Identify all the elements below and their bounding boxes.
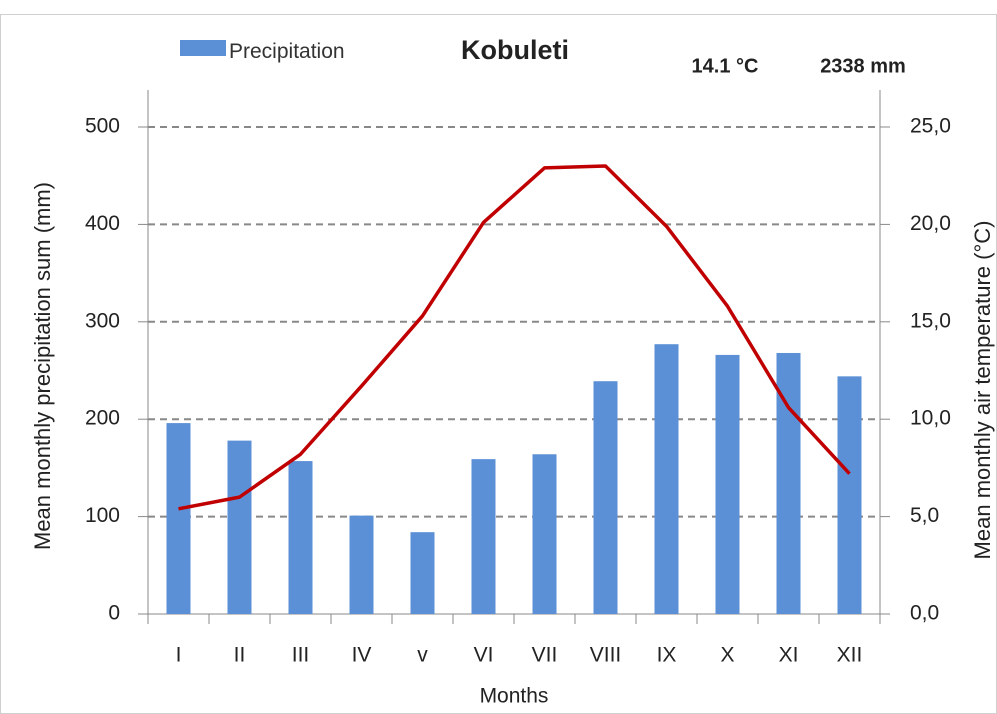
x-tick-label: XI: [779, 644, 799, 667]
x-axis-label: Months: [480, 685, 549, 708]
x-tick-label: XII: [837, 644, 863, 667]
chart-title: Kobuleti: [461, 35, 569, 65]
bar: [654, 344, 679, 614]
y2-tick-label: 10,0: [910, 407, 951, 430]
line: [178, 164, 851, 511]
bar: [349, 515, 374, 614]
x-tick-label: III: [292, 644, 310, 667]
y-axis-label: Mean monthly precipitation sum (mm): [30, 182, 55, 550]
y-tick-label: 500: [85, 115, 120, 138]
y2-tick-label: 15,0: [910, 309, 951, 332]
x-tick-label: I: [176, 644, 182, 667]
x-tick-label: VII: [532, 644, 558, 667]
y-tick-label: 100: [85, 504, 120, 527]
legend-swatch: [180, 40, 226, 56]
y2-tick-label: 0,0: [910, 602, 939, 625]
y2-tick-label: 20,0: [910, 212, 951, 235]
x-tick-label: IX: [657, 644, 677, 667]
bar: [166, 423, 191, 614]
bar: [471, 459, 496, 614]
x-tick-label: v: [417, 644, 428, 667]
annotation: 14.1 °C: [692, 55, 759, 77]
bar: [532, 454, 557, 614]
bar: [288, 461, 313, 614]
y-tick-label: 400: [85, 212, 120, 235]
bar: [837, 376, 862, 614]
x-tick-label: II: [234, 644, 246, 667]
y-tick-label: 0: [108, 602, 120, 625]
legend-label: Precipitation: [229, 40, 345, 63]
annotation: 2338 mm: [820, 55, 906, 77]
x-tick-label: X: [720, 644, 734, 667]
x-tick-label: VIII: [590, 644, 622, 667]
bar: [593, 381, 618, 614]
y-tick-label: 200: [85, 407, 120, 430]
y2-tick-label: 5,0: [910, 504, 939, 527]
bar: [227, 440, 252, 614]
x-tick-label: IV: [352, 644, 372, 667]
y2-axis-label: Mean monthly air temperature (°C): [970, 221, 995, 560]
bar: [715, 354, 740, 614]
y-tick-label: 300: [85, 309, 120, 332]
x-tick-label: VI: [474, 644, 494, 667]
bar: [410, 532, 435, 614]
y2-tick-label: 25,0: [910, 115, 951, 138]
